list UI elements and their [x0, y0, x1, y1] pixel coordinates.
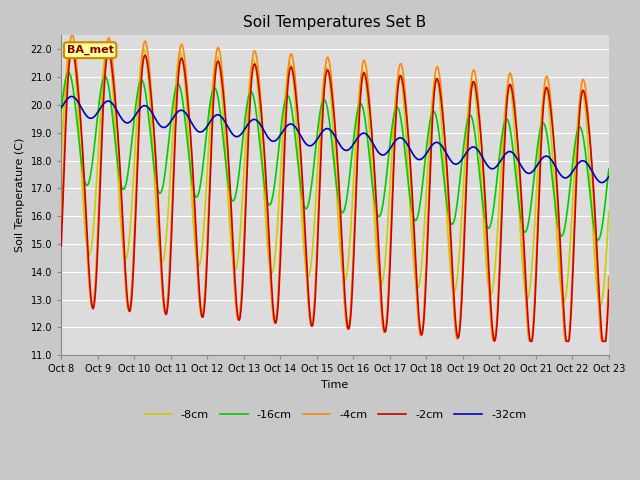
-8cm	[403, 136, 410, 142]
X-axis label: Time: Time	[321, 380, 349, 390]
-4cm	[124, 307, 132, 312]
-4cm	[605, 274, 612, 279]
-8cm	[419, 255, 426, 261]
-32cm	[403, 140, 410, 145]
Line: -2cm: -2cm	[61, 49, 609, 341]
Line: -32cm: -32cm	[61, 96, 609, 182]
Y-axis label: Soil Temperature (C): Soil Temperature (C)	[15, 138, 25, 252]
-32cm	[209, 115, 216, 121]
-2cm	[419, 331, 426, 337]
-32cm	[68, 94, 76, 99]
-16cm	[68, 78, 76, 84]
-2cm	[67, 48, 75, 53]
-4cm	[58, 226, 65, 231]
-32cm	[419, 156, 426, 161]
-8cm	[180, 68, 188, 73]
-2cm	[209, 113, 216, 119]
-8cm	[58, 154, 65, 160]
-2cm	[124, 304, 132, 310]
Line: -16cm: -16cm	[61, 72, 609, 240]
-8cm	[209, 79, 216, 85]
Title: Soil Temperatures Set B: Soil Temperatures Set B	[243, 15, 427, 30]
Line: -8cm: -8cm	[61, 42, 609, 306]
-4cm	[68, 33, 76, 38]
-16cm	[209, 87, 216, 93]
-4cm	[180, 49, 188, 55]
-32cm	[598, 180, 606, 185]
-32cm	[180, 108, 188, 114]
-32cm	[124, 120, 132, 126]
-16cm	[403, 160, 410, 166]
-8cm	[596, 303, 604, 309]
-4cm	[209, 98, 216, 104]
Line: -4cm: -4cm	[61, 36, 609, 341]
-2cm	[403, 109, 410, 115]
-16cm	[605, 166, 612, 172]
-8cm	[67, 39, 75, 45]
-32cm	[605, 174, 612, 180]
-2cm	[527, 338, 534, 344]
Text: BA_met: BA_met	[67, 45, 113, 55]
-2cm	[58, 243, 65, 249]
Legend: -8cm, -16cm, -4cm, -2cm, -32cm: -8cm, -16cm, -4cm, -2cm, -32cm	[140, 406, 531, 424]
-2cm	[68, 47, 76, 52]
-16cm	[65, 70, 73, 75]
-2cm	[605, 287, 612, 293]
-8cm	[124, 246, 132, 252]
-8cm	[68, 40, 76, 46]
-16cm	[419, 184, 426, 190]
-8cm	[605, 208, 612, 214]
-32cm	[67, 94, 75, 99]
-4cm	[403, 102, 410, 108]
-32cm	[58, 105, 65, 110]
-4cm	[67, 34, 75, 39]
-4cm	[419, 327, 426, 333]
-16cm	[124, 168, 132, 174]
-16cm	[58, 108, 65, 114]
-4cm	[490, 338, 498, 344]
-16cm	[595, 237, 602, 243]
-16cm	[180, 107, 188, 112]
-2cm	[180, 63, 188, 69]
